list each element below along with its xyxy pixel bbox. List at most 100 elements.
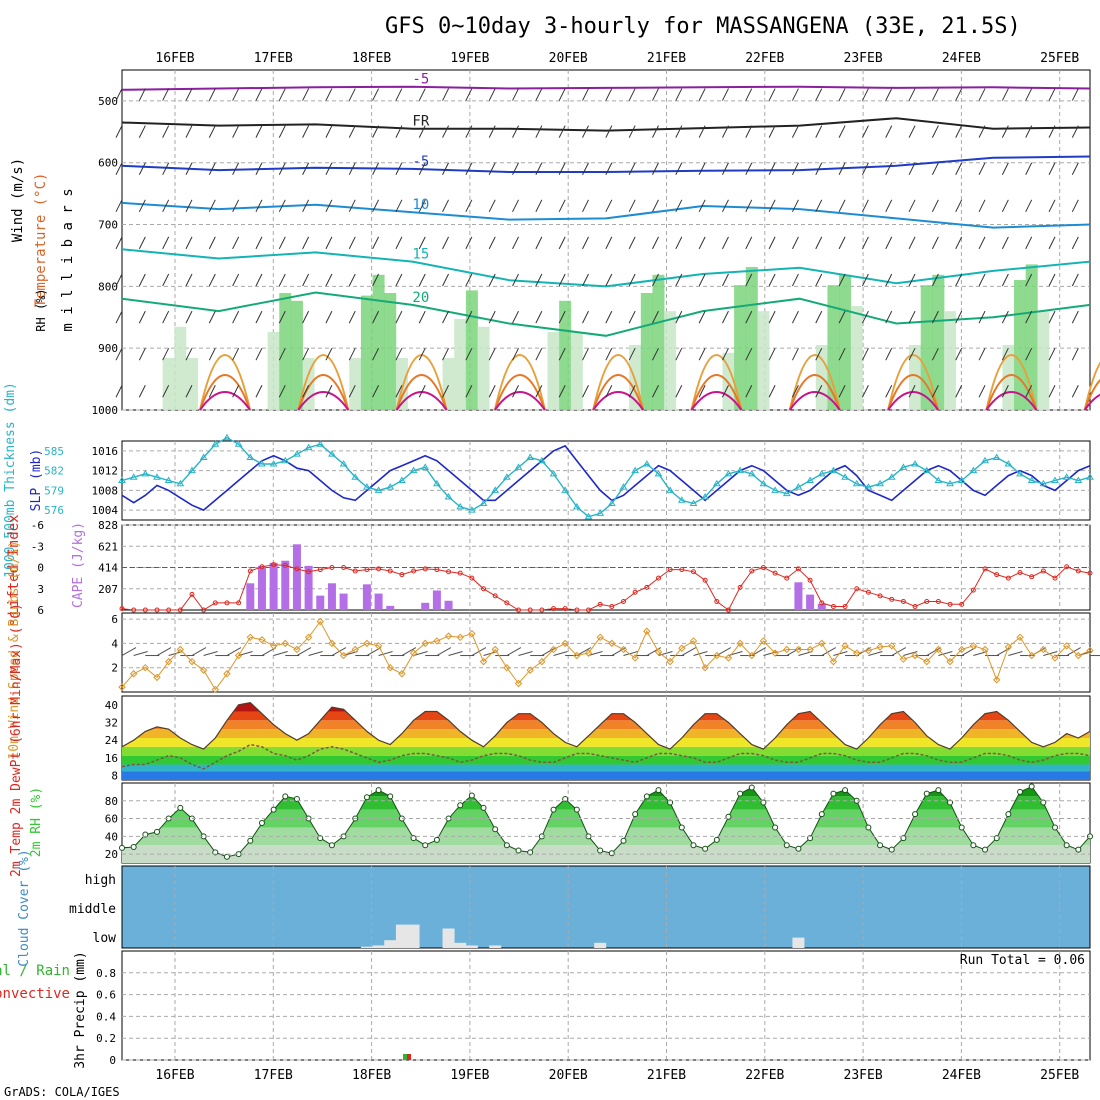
- rh-point: [725, 813, 732, 820]
- upper-wind-barb: [652, 310, 659, 324]
- li-point: [620, 599, 626, 604]
- rh-tick: 40: [105, 830, 118, 843]
- surface-temp-contour: [395, 374, 448, 411]
- upper-wind-barb: [208, 88, 216, 101]
- pressure-tick: 500: [98, 95, 118, 108]
- upper-wind-barb: [348, 347, 356, 361]
- rh-shade: [185, 358, 198, 410]
- upper-wind-barb: [838, 236, 846, 250]
- upper-wind-barb: [861, 385, 869, 398]
- isotherm-line: [121, 117, 1091, 132]
- upper-wind-barb: [885, 273, 893, 287]
- panel-precip: [121, 950, 1091, 1061]
- upper-wind-barb: [815, 162, 823, 175]
- wind-speed-point: [759, 637, 768, 645]
- upper-wind-barb: [861, 125, 869, 138]
- wind-speed-point: [269, 642, 278, 650]
- thickness-point: [969, 466, 978, 474]
- surface-wind-barb: [681, 647, 697, 656]
- thickness-point: [666, 486, 675, 493]
- rh-point: [842, 787, 849, 794]
- upper-wind-barb: [1001, 125, 1009, 138]
- upper-wind-barb: [535, 273, 543, 287]
- thickness-point: [747, 469, 756, 477]
- upper-ylabel-mb: m i l l i b a r s: [60, 188, 76, 331]
- upper-wind-barb: [465, 385, 473, 398]
- upper-wind-barb: [722, 125, 729, 138]
- isotherm-line: [121, 291, 1091, 337]
- surface-wind-barb: [401, 647, 417, 656]
- surface-temp-contour: [592, 374, 645, 411]
- rh-shade: [360, 295, 373, 410]
- surface-wind-barb: [996, 647, 1011, 656]
- upper-wind-barb: [558, 236, 566, 250]
- surface-wind-barb: [191, 647, 207, 656]
- upper-wind-barb: [1025, 347, 1033, 361]
- surface-wind-barb: [821, 647, 837, 656]
- surface-temp-contour: [592, 391, 645, 411]
- upper-wind-barb: [348, 385, 356, 398]
- upper-wind-barb: [232, 199, 240, 213]
- pressure-tick: 800: [98, 280, 118, 293]
- wind-speed-point: [153, 673, 161, 682]
- upper-wind-barb: [722, 310, 729, 324]
- rh-shade: [384, 293, 397, 410]
- upper-wind-barb: [1071, 385, 1079, 398]
- surface-wind-barb: [693, 651, 708, 657]
- upper-ylabel-temp: Temperature (°C): [33, 173, 49, 308]
- upper-wind-barb: [722, 88, 729, 101]
- upper-wind-barb: [208, 162, 216, 175]
- cloud-low-bar: [384, 940, 397, 948]
- upper-wind-barb: [1001, 236, 1009, 250]
- li-point: [1064, 564, 1070, 570]
- upper-wind-barb: [652, 385, 659, 398]
- rh-shade: [850, 306, 863, 410]
- upper-wind-barb: [325, 310, 333, 324]
- thickness-point: [188, 466, 196, 474]
- upper-wind-barb: [815, 310, 823, 324]
- thickness-point: [421, 463, 430, 470]
- legend-total-rain: tal / Rain: [0, 963, 70, 979]
- thickness-point: [922, 466, 931, 474]
- li-point: [749, 568, 755, 574]
- li-point: [364, 567, 370, 573]
- upper-wind-barb: [838, 88, 846, 101]
- li-point: [177, 607, 183, 613]
- upper-wind-barb: [628, 310, 636, 324]
- upper-wind-barb: [978, 236, 986, 250]
- rh-point: [632, 811, 639, 818]
- rh-point: [970, 842, 977, 849]
- upper-wind-barb: [115, 347, 123, 361]
- upper-wind-barb: [232, 347, 240, 361]
- upper-wind-barb: [325, 125, 333, 138]
- upper-wind-barb: [512, 236, 519, 250]
- wind-speed-point: [538, 657, 546, 666]
- rh-point: [317, 835, 324, 842]
- rh-shade: [442, 358, 455, 410]
- wind-tick: 6: [111, 613, 118, 626]
- precip-tick: 0: [109, 1054, 116, 1067]
- upper-wind-barb: [978, 310, 986, 324]
- li-point: [1017, 569, 1023, 575]
- thickness-point: [1004, 460, 1013, 467]
- upper-wind-barb: [302, 88, 310, 101]
- upper-wind-barb: [512, 385, 519, 398]
- upper-wind-barb: [535, 88, 543, 101]
- thickness-point: [328, 450, 336, 457]
- rh-shade: [1025, 264, 1038, 410]
- surface-wind-barb: [891, 647, 906, 656]
- wind-speed-point: [328, 639, 336, 648]
- upper-wind-barb: [115, 310, 123, 324]
- rh-point: [702, 845, 709, 852]
- date-label-top: 18FEB: [352, 51, 391, 66]
- upper-wind-barb: [652, 273, 659, 287]
- li-point: [1029, 574, 1035, 580]
- surface-wind-barb: [436, 647, 452, 656]
- thickness-point: [782, 489, 791, 497]
- rh-point: [865, 824, 872, 831]
- upper-wind-barb: [652, 236, 659, 250]
- temp-series-line: [121, 701, 1091, 750]
- upper-wind-barb: [838, 385, 846, 398]
- thickness-point: [269, 460, 278, 467]
- cloud-low-bar: [442, 928, 455, 948]
